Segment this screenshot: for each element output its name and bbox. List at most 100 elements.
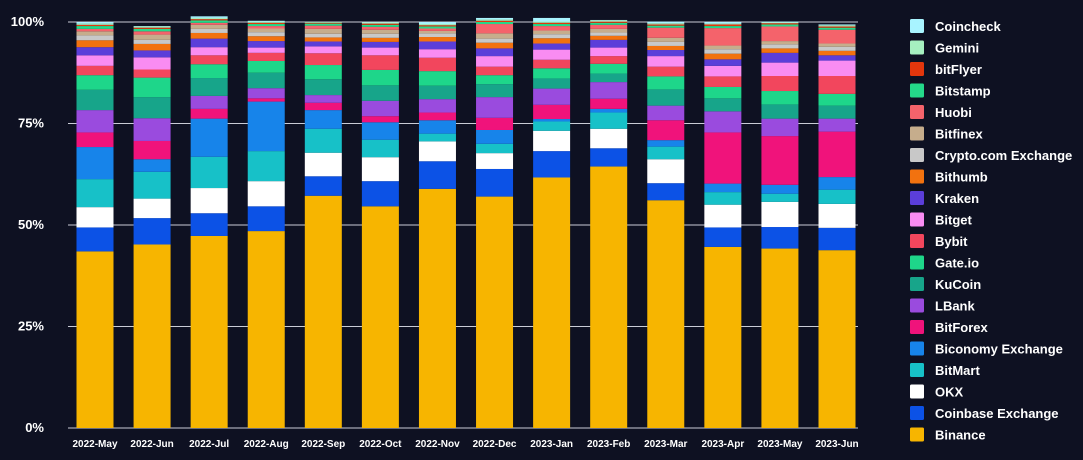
legend-label: Coinbase Exchange (935, 406, 1059, 421)
bar-segment-gate-io (77, 75, 114, 90)
bar-segment-coinbase-exchange (77, 227, 114, 251)
bar-segment-crypto-com-exchange (704, 49, 741, 53)
bar-segment-okx (305, 153, 342, 177)
bar-segment-bithumb (704, 54, 741, 60)
bar-segment-crypto-com-exchange (419, 33, 456, 37)
legend-label: Gate.io (935, 256, 979, 271)
bar-segment-bitforex (590, 99, 627, 109)
bar-segment-huobi (248, 26, 285, 28)
bar-segment-bitflyer (819, 26, 856, 27)
bar-segment-gemini (647, 23, 684, 24)
bar-segment-bithumb (761, 48, 798, 52)
bar-segment-lbank (419, 99, 456, 112)
legend-swatch (910, 105, 924, 119)
bar-segment-coinbase-exchange (533, 151, 570, 177)
bar-segment-bitflyer (362, 24, 399, 25)
legend-item: Bithumb (910, 170, 988, 185)
bar-segment-kraken (134, 50, 171, 57)
legend-label: LBank (935, 299, 976, 314)
bar-segment-crypto-com-exchange (590, 33, 627, 36)
bar-segment-gemini (761, 22, 798, 23)
bar-segment-bybit (476, 67, 513, 76)
bar-segment-okx (248, 181, 285, 206)
bar-segment-kraken (419, 41, 456, 49)
bar-segment-gemini (305, 22, 342, 23)
x-tick-label: 2022-Nov (415, 439, 460, 450)
bar-segment-bitfinex (248, 28, 285, 32)
legend-swatch (910, 84, 924, 98)
bar-segment-crypto-com-exchange (362, 34, 399, 38)
bar-segment-coincheck (704, 22, 741, 24)
bar-segment-bitflyer (134, 28, 171, 29)
bar-segment-gemini (476, 20, 513, 21)
bar-segment-bybit (305, 53, 342, 65)
bar-segment-bitstamp (77, 26, 114, 29)
bar-segment-bithumb (590, 36, 627, 40)
bar-segment-coinbase-exchange (419, 161, 456, 189)
bar-segment-bitforex (419, 113, 456, 121)
bar-segment-bithumb (305, 37, 342, 41)
bar-segment-lbank (819, 119, 856, 132)
bar-segment-bitget (761, 63, 798, 76)
legend: CoincheckGeminibitFlyerBitstampHuobiBitf… (910, 19, 1072, 443)
bar-segment-kraken (590, 40, 627, 48)
bar-segment-bithumb (647, 46, 684, 50)
bar-segment-bithumb (533, 38, 570, 43)
bar-segment-kucoin (819, 106, 856, 119)
bar-segment-bitstamp (819, 28, 856, 30)
legend-swatch (910, 234, 924, 248)
bar-segment-huobi (761, 26, 798, 41)
bar-segment-lbank (248, 88, 285, 98)
legend-swatch (910, 256, 924, 270)
legend-label: bitFlyer (935, 62, 982, 77)
bar-segment-kucoin (476, 84, 513, 97)
bar-segment-gate-io (419, 71, 456, 86)
legend-label: BitForex (935, 320, 989, 335)
bar-segment-bitmart (134, 172, 171, 199)
bar-segment-coinbase-exchange (761, 227, 798, 249)
x-tick-label: 2022-Jun (130, 439, 173, 450)
bar-segment-binance (476, 197, 513, 428)
bar-segment-kucoin (305, 79, 342, 95)
y-tick-label: 25% (18, 319, 44, 334)
bar-segment-bitfinex (761, 41, 798, 44)
x-tick-label: 2022-Sep (301, 439, 345, 450)
bar-segment-biconomy-exchange (647, 140, 684, 146)
bar-segment-gate-io (248, 61, 285, 73)
legend-item: Gemini (910, 41, 979, 56)
bar-segment-kraken (476, 48, 513, 56)
bar-segment-bybit (590, 56, 627, 64)
legend-label: Biconomy Exchange (935, 342, 1063, 357)
bar-segment-kraken (533, 44, 570, 50)
bar-segment-bithumb (248, 36, 285, 41)
bar-segment-bitget (248, 48, 285, 53)
bar-segment-bitfinex (476, 33, 513, 38)
y-axis-ticks: 0%25%50%75%100% (11, 14, 45, 435)
legend-swatch (910, 148, 924, 162)
bar-segment-lbank (362, 101, 399, 116)
bar-segment-binance (362, 206, 399, 428)
bar-segment-gate-io (819, 94, 856, 106)
legend-label: Bithumb (935, 170, 988, 185)
bar-segment-bybit (704, 76, 741, 87)
bar-segment-huobi (134, 31, 171, 34)
legend-item: Bybit (910, 234, 968, 249)
legend-item: bitFlyer (910, 62, 982, 77)
bar-segment-kraken (305, 41, 342, 46)
bar-segment-bybit (248, 53, 285, 61)
legend-swatch (910, 213, 924, 227)
bar-segment-bitmart (819, 190, 856, 204)
bar-segment-binance (305, 196, 342, 428)
bar-segment-lbank (305, 95, 342, 103)
bar-segment-bitforex (191, 109, 228, 119)
bar-segment-okx (761, 202, 798, 227)
legend-item: Binance (910, 428, 986, 443)
bar-segment-bitget (362, 48, 399, 56)
bar-segment-bitfinex (533, 31, 570, 35)
bar-segment-gate-io (533, 68, 570, 78)
legend-label: Huobi (935, 105, 972, 120)
bar-segment-coinbase-exchange (476, 169, 513, 197)
bar-segment-coincheck (533, 18, 570, 22)
bar-segment-coincheck (248, 21, 285, 22)
